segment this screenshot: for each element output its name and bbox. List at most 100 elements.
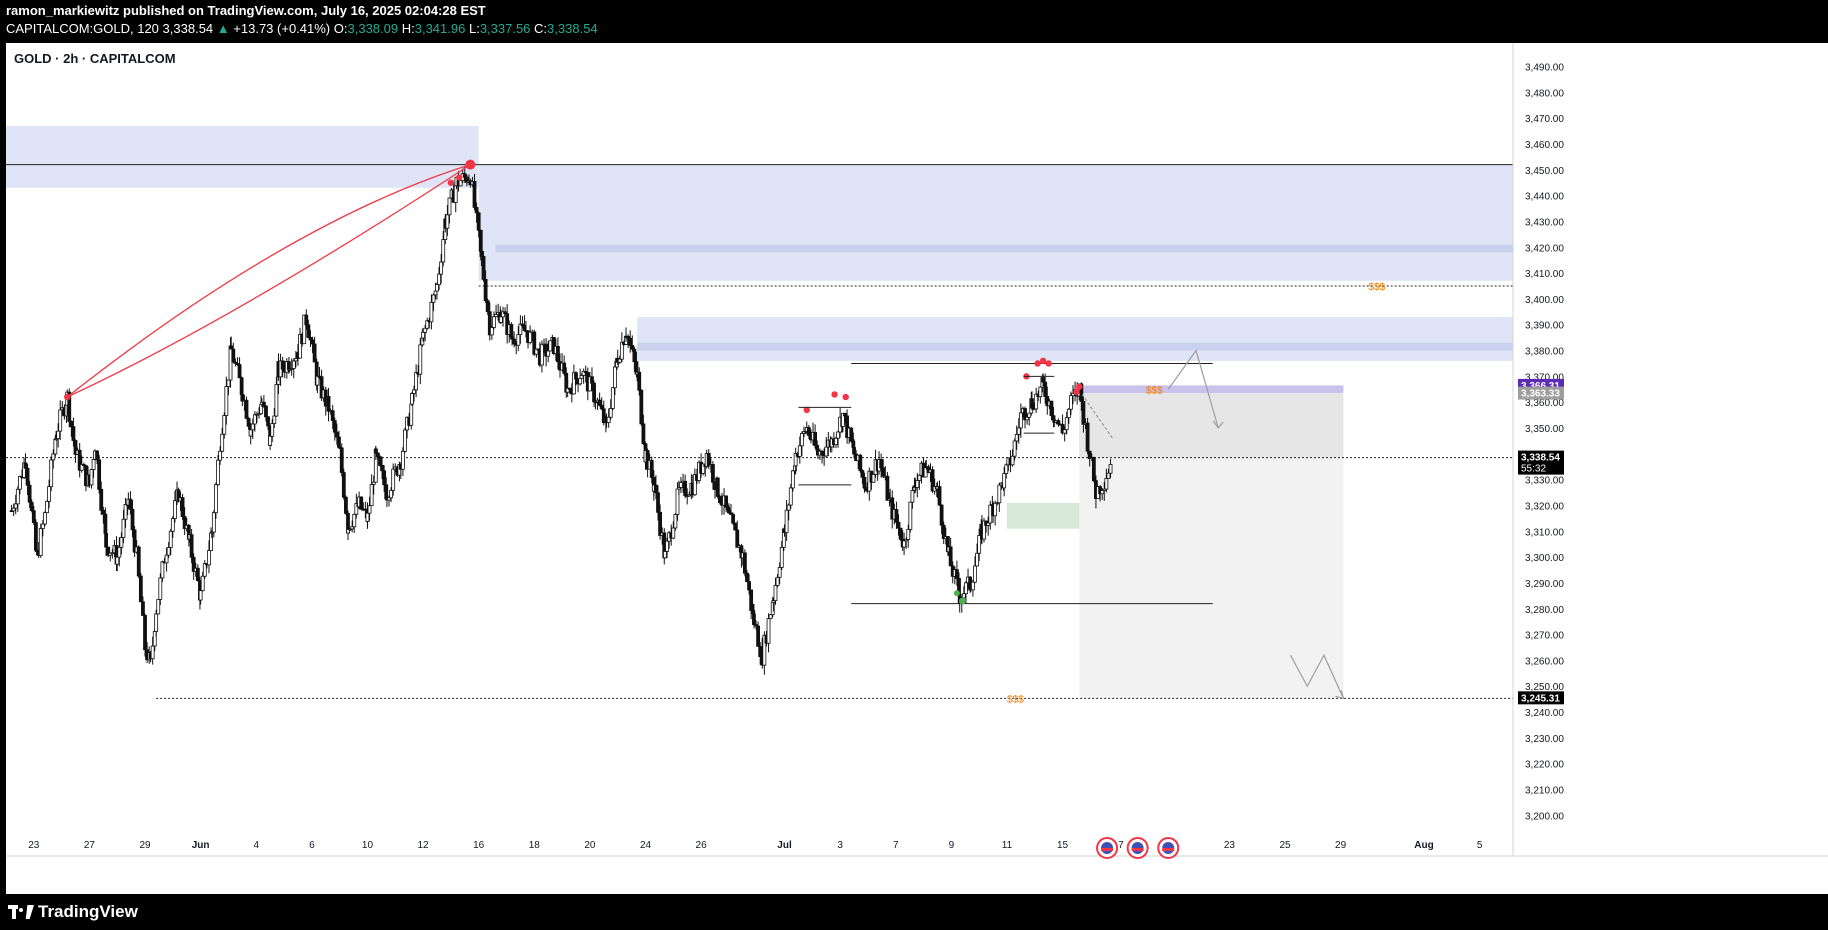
candle-body — [214, 484, 218, 514]
candle-body — [56, 430, 61, 440]
guide-line — [1081, 394, 1114, 439]
candle-body — [1016, 427, 1021, 435]
price-tick-label: 3,200.00 — [1525, 811, 1564, 822]
candle-body — [512, 338, 517, 345]
candle-body — [665, 540, 669, 552]
candle-body — [1060, 423, 1065, 434]
candle-body — [834, 437, 838, 445]
candle-body — [489, 327, 494, 336]
price-tick-label: 3,410.00 — [1525, 269, 1564, 280]
swing-high-marker — [465, 159, 476, 170]
tradingview-logo[interactable]: TradingView — [8, 902, 138, 922]
candle-body — [565, 387, 570, 393]
candle-body — [53, 438, 58, 455]
candle-body — [626, 335, 631, 339]
candle-body — [382, 470, 387, 486]
candle-body — [154, 613, 159, 632]
zone-order-block — [1079, 385, 1344, 394]
time-tick-label: 11 — [1002, 840, 1013, 851]
time-tick-label: 4 — [253, 840, 259, 851]
zone-supply-main — [478, 164, 1513, 281]
candle-body — [948, 546, 953, 567]
candle-body — [581, 370, 586, 376]
candle-body — [182, 516, 187, 530]
candle-body — [975, 552, 979, 567]
candle-body — [727, 509, 731, 514]
candle-body — [941, 524, 946, 539]
candle-body — [715, 477, 720, 497]
candle-body — [687, 494, 692, 497]
candle-body — [906, 528, 911, 540]
trend-curve-upper — [66, 163, 471, 398]
candle-body — [218, 450, 222, 461]
candle-body — [1041, 377, 1046, 383]
candle-body — [132, 529, 137, 553]
candle-body — [268, 435, 273, 446]
candle-body — [1025, 416, 1030, 421]
price-tick-label: 3,420.00 — [1525, 243, 1564, 254]
candle-body — [29, 501, 34, 512]
candle-body — [421, 331, 425, 339]
candle-body — [518, 323, 523, 335]
time-tick-label: Aug — [1414, 840, 1433, 851]
candle-body — [641, 423, 646, 445]
candle-body — [528, 331, 533, 343]
candle-body — [202, 563, 207, 577]
time-tick-label: 27 — [84, 840, 96, 851]
candle-body — [1004, 464, 1009, 475]
price-tick-label: 3,210.00 — [1525, 786, 1564, 797]
candle-body — [166, 547, 171, 556]
candle-body — [34, 549, 39, 552]
publisher-line: ramon_markiewitz published on TradingVie… — [6, 3, 486, 18]
candle-body — [47, 486, 51, 502]
candle-body — [587, 376, 592, 392]
candle-body — [412, 389, 416, 394]
candle-body — [180, 497, 185, 517]
time-tick-label: 16 — [473, 840, 485, 851]
price-badge-label: 3,363.33 — [1521, 389, 1560, 400]
up-arrow-icon: ▲ — [216, 21, 230, 36]
symbol-label: CAPITALCOM:GOLD, 120 — [6, 21, 159, 36]
candle-body — [115, 556, 120, 565]
liquidity-label: $$$ — [1007, 694, 1024, 705]
candle-body — [692, 474, 697, 496]
candle-body — [141, 601, 145, 616]
candle-body — [38, 528, 43, 556]
candle-body — [562, 362, 567, 374]
candle-body — [266, 416, 270, 427]
candle-body — [1018, 412, 1023, 429]
candle-body — [479, 250, 484, 257]
candle-body — [910, 490, 915, 503]
price-tick-label: 3,360.00 — [1525, 398, 1564, 409]
candle-body — [793, 452, 798, 467]
candle-body — [339, 447, 344, 473]
swing-high-marker — [1039, 357, 1047, 365]
candle-body — [81, 464, 86, 466]
zone-supply-mid-band — [637, 342, 1513, 351]
candle-body — [800, 433, 804, 447]
swing-high-marker — [831, 391, 838, 398]
candle-body — [103, 513, 108, 534]
projection-lower — [1290, 653, 1344, 699]
candle-body — [556, 345, 560, 363]
chart-frame[interactable]: $$$ $$$ $$$ GOLD · 2h · CAPITALCOM 3,200.00 3… — [6, 43, 1828, 894]
candle-body — [1079, 383, 1084, 402]
price-badge — [1518, 450, 1564, 475]
price-chart[interactable]: $$$ $$$ $$$ GOLD · 2h · CAPITALCOM 3,200.00 3… — [6, 43, 1828, 894]
candle-body — [768, 614, 773, 620]
candle-body — [378, 456, 382, 466]
candle-body — [310, 339, 315, 345]
candle-body — [189, 534, 194, 558]
high-value: 3,341.96 — [414, 21, 466, 36]
candle-body — [143, 615, 147, 651]
candle-body — [777, 567, 782, 578]
time-tick-label: 20 — [584, 840, 596, 851]
price-tick-label: 3,310.00 — [1525, 527, 1564, 538]
candle-body — [11, 507, 16, 512]
candle-body — [544, 343, 549, 357]
candle-body — [841, 412, 845, 427]
candle-body — [784, 509, 789, 533]
price-tick-label: 3,440.00 — [1525, 192, 1564, 203]
publish-header: ramon_markiewitz published on TradingVie… — [0, 0, 1828, 43]
price-tick-label: 3,400.00 — [1525, 295, 1564, 306]
